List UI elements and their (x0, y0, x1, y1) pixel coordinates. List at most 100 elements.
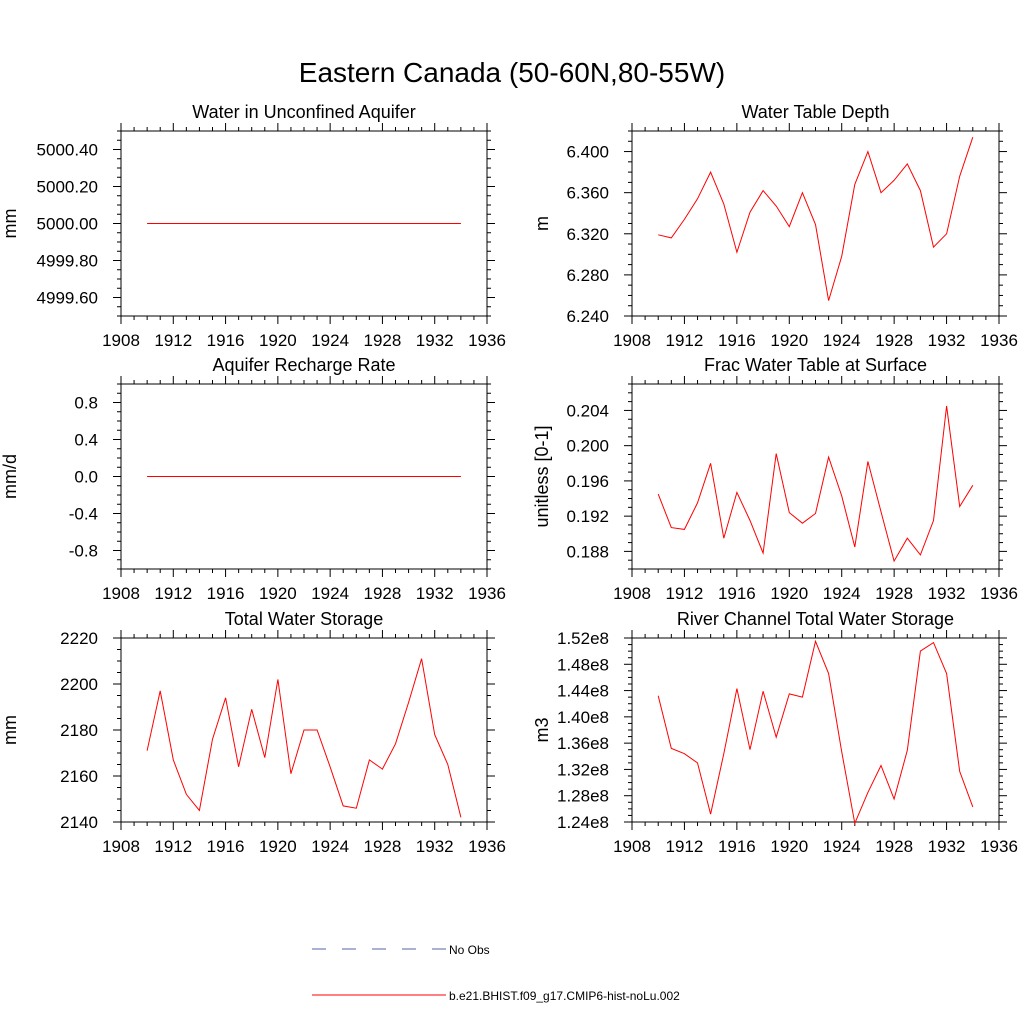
plot-frame (631, 637, 1000, 823)
x-tick-label: 1916 (207, 331, 245, 350)
x-tick-label: 1924 (823, 584, 861, 603)
x-tick-label: 1924 (823, 837, 861, 856)
y-tick-label: 0.192 (566, 507, 609, 526)
x-tick-label: 1908 (102, 837, 140, 856)
y-tick-label: -0.8 (69, 542, 98, 561)
x-tick-label: 1908 (613, 331, 651, 350)
series-line-1 (146, 658, 462, 818)
x-tick-label: 1920 (259, 331, 297, 350)
x-tick-label: 1932 (928, 837, 966, 856)
x-tick-label: 1928 (364, 331, 402, 350)
y-axis-label: m3 (532, 717, 552, 742)
y-tick-label: -0.4 (69, 505, 98, 524)
x-tick-label: 1912 (666, 331, 704, 350)
y-tick-label: 6.400 (566, 143, 609, 162)
x-tick-label: 1928 (875, 331, 913, 350)
x-tick-label: 1920 (770, 331, 808, 350)
y-tick-label: 0.4 (74, 431, 98, 450)
x-tick-label: 1920 (770, 837, 808, 856)
x-tick-label: 1932 (416, 837, 454, 856)
panel-title: Water in Unconfined Aquifer (192, 102, 415, 122)
x-tick-label: 1932 (416, 584, 454, 603)
x-tick-label: 1924 (311, 331, 349, 350)
y-tick-label: 2140 (60, 813, 98, 832)
y-tick-label: 1.32e8 (557, 760, 609, 779)
y-tick-label: 0.0 (74, 468, 98, 487)
y-tick-label: 4999.60 (37, 289, 98, 308)
x-tick-label: 1912 (154, 331, 192, 350)
chart-panel-4: Frac Water Table at Surface 1908 1912 1916 1… (532, 355, 1018, 603)
y-axis-label: unitless [0-1] (532, 425, 552, 527)
x-tick-label: 1928 (364, 837, 402, 856)
x-tick-label: 1916 (718, 837, 756, 856)
y-tick-label: 1.52e8 (557, 629, 609, 648)
x-tick-label: 1936 (468, 837, 506, 856)
y-tick-label: 6.360 (566, 184, 609, 203)
y-tick-label: 6.320 (566, 225, 609, 244)
figure-title: Eastern Canada (50-60N,80-55W) (299, 57, 725, 88)
y-tick-label: 5000.40 (37, 141, 98, 160)
x-tick-label: 1908 (102, 331, 140, 350)
legend: No Obs b.e21.BHIST.f09_g17.CMIP6-hist-no… (312, 943, 680, 1003)
y-tick-label: 5000.20 (37, 178, 98, 197)
chart-panel-6: River Channel Total Water Storage 1908 191… (532, 609, 1018, 856)
y-axis-label: mm (0, 715, 20, 745)
panel-title: Aquifer Recharge Rate (212, 355, 395, 375)
y-axis-label: mm (0, 209, 20, 239)
y-tick-label: 6.280 (566, 266, 609, 285)
series-line-1 (658, 137, 974, 301)
x-tick-label: 1916 (718, 584, 756, 603)
chart-panel-1: Water in Unconfined Aquifer 1908 1912 1916 1… (0, 102, 506, 350)
x-tick-label: 1932 (928, 331, 966, 350)
x-tick-label: 1912 (666, 837, 704, 856)
x-tick-label: 1912 (154, 584, 192, 603)
legend-label-model: b.e21.BHIST.f09_g17.CMIP6-hist-noLu.002 (449, 989, 680, 1003)
legend-label-no-obs: No Obs (449, 943, 490, 957)
x-tick-label: 1916 (207, 837, 245, 856)
panel-title: River Channel Total Water Storage (677, 609, 954, 629)
x-tick-label: 1936 (980, 331, 1018, 350)
x-tick-label: 1920 (259, 837, 297, 856)
plot-frame (631, 383, 1000, 570)
y-tick-label: 1.24e8 (557, 813, 609, 832)
x-tick-label: 1928 (875, 837, 913, 856)
series-line-1 (657, 405, 974, 563)
x-tick-label: 1912 (666, 584, 704, 603)
x-tick-label: 1928 (875, 584, 913, 603)
x-tick-label: 1932 (928, 584, 966, 603)
x-tick-label: 1924 (823, 331, 861, 350)
chart-panel-3: Aquifer Recharge Rate 1908 1912 1916 1920 192… (0, 355, 506, 603)
y-tick-label: 0.8 (74, 394, 98, 413)
y-tick-label: 0.196 (566, 472, 609, 491)
x-tick-label: 1916 (718, 331, 756, 350)
x-tick-label: 1908 (613, 837, 651, 856)
y-axis-label: mm/d (0, 454, 20, 499)
x-tick-label: 1928 (364, 584, 402, 603)
x-tick-label: 1920 (770, 584, 808, 603)
y-tick-label: 1.44e8 (557, 682, 609, 701)
y-tick-label: 0.188 (566, 542, 609, 561)
y-tick-label: 2200 (60, 675, 98, 694)
x-tick-label: 1920 (259, 584, 297, 603)
x-tick-label: 1932 (416, 331, 454, 350)
chart-panel-5: Total Water Storage 1908 1912 1916 1920 1924 1… (0, 609, 506, 856)
chart-panel-2: Water Table Depth 1908 1912 1916 1920 1924 192… (532, 102, 1018, 350)
x-tick-label: 1936 (468, 584, 506, 603)
y-tick-label: 0.200 (566, 437, 609, 456)
y-tick-label: 1.36e8 (557, 734, 609, 753)
y-tick-label: 5000.00 (37, 215, 98, 234)
panels: Water in Unconfined Aquifer 1908 1912 1916 1… (0, 102, 1018, 856)
x-tick-label: 1912 (154, 837, 192, 856)
panel-title: Total Water Storage (225, 609, 383, 629)
y-axis-label: m (532, 216, 552, 231)
y-tick-label: 2180 (60, 721, 98, 740)
y-tick-label: 1.40e8 (557, 708, 609, 727)
y-tick-label: 2160 (60, 767, 98, 786)
y-tick-label: 0.204 (566, 401, 609, 420)
x-tick-label: 1924 (311, 837, 349, 856)
y-tick-label: 1.48e8 (557, 655, 609, 674)
x-tick-label: 1916 (207, 584, 245, 603)
x-tick-label: 1936 (980, 837, 1018, 856)
x-tick-label: 1936 (980, 584, 1018, 603)
